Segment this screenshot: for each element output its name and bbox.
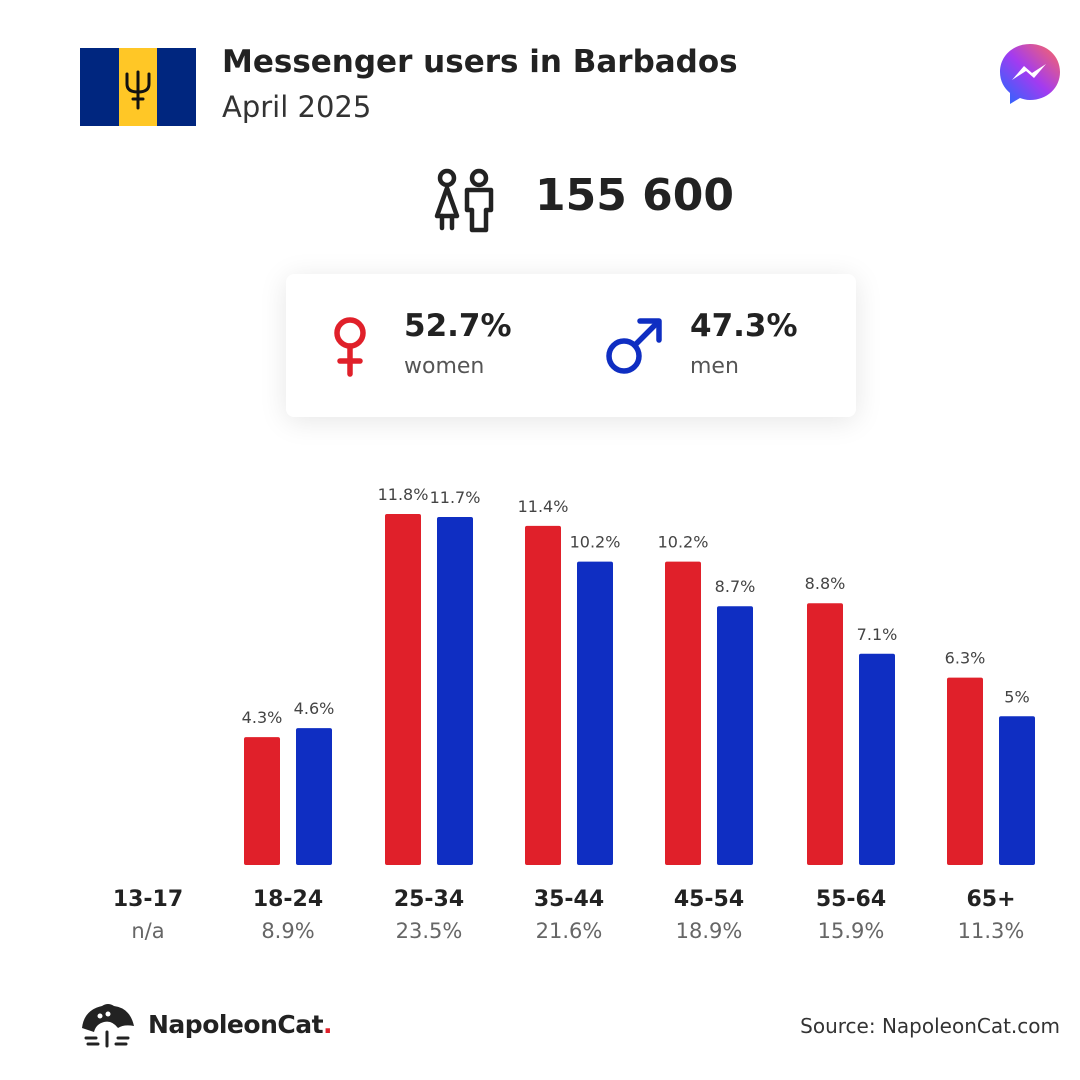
category-label-25-34: 25-34 (394, 887, 464, 912)
bar-women-18-24 (244, 737, 280, 865)
men-label: men (690, 354, 739, 379)
bar-women-65+ (947, 677, 983, 865)
bar-women-25-34 (385, 514, 421, 865)
category-total-45-54: 18.9% (676, 919, 743, 943)
category-total-13-17: n/a (131, 919, 164, 943)
bar-women-55-64 (807, 603, 843, 865)
page-title: Messenger users in Barbados (222, 44, 738, 80)
bar-women-35-44 (525, 525, 561, 865)
men-percent: 47.3% (690, 308, 798, 344)
data-label-men-65+: 5% (1004, 687, 1029, 706)
bar-men-65+ (999, 716, 1035, 865)
female-symbol-icon (334, 317, 366, 377)
category-label-45-54: 45-54 (674, 887, 744, 912)
data-label-men-35-44: 10.2% (570, 533, 621, 552)
bar-men-45-54 (717, 606, 753, 865)
source-text: Source: NapoleonCat.com (800, 1014, 1060, 1038)
data-label-women-18-24: 4.3% (242, 708, 283, 727)
age-gender-bar-chart: 13-17 n/a 4.3% 4.6% 18-24 8.9% 11.8% 11.7% 25-34… (113, 485, 1035, 943)
category-label-55-64: 55-64 (816, 887, 886, 912)
data-label-women-55-64: 8.8% (805, 574, 846, 593)
data-label-men-55-64: 7.1% (857, 625, 898, 644)
bar-men-35-44 (577, 561, 613, 865)
category-total-18-24: 8.9% (261, 919, 314, 943)
people-icon (434, 168, 494, 233)
data-label-women-35-44: 11.4% (518, 497, 569, 516)
women-label: women (404, 354, 485, 379)
category-label-35-44: 35-44 (534, 887, 604, 912)
data-label-men-45-54: 8.7% (715, 577, 756, 596)
category-total-35-44: 21.6% (536, 919, 603, 943)
bar-men-55-64 (859, 653, 895, 865)
women-percent: 52.7% (404, 308, 512, 344)
bar-men-18-24 (296, 728, 332, 865)
barbados-flag-icon (80, 48, 196, 126)
page-subtitle: April 2025 (222, 90, 372, 124)
data-label-men-25-34: 11.7% (430, 488, 481, 507)
data-label-women-45-54: 10.2% (658, 533, 709, 552)
brand-name: NapoleonCat. (148, 1010, 333, 1039)
category-total-65+: 11.3% (958, 919, 1025, 943)
category-label-18-24: 18-24 (253, 887, 323, 912)
bar-women-45-54 (665, 561, 701, 865)
data-label-women-25-34: 11.8% (378, 485, 429, 504)
male-symbol-icon (606, 318, 662, 374)
category-label-13-17: 13-17 (113, 887, 183, 912)
category-total-55-64: 15.9% (818, 919, 885, 943)
total-users: 155 600 (535, 170, 735, 221)
category-label-65+: 65+ (966, 887, 1015, 912)
napoleoncat-logo-icon (82, 1004, 134, 1048)
data-label-men-18-24: 4.6% (294, 699, 335, 718)
messenger-logo-icon (1000, 44, 1060, 104)
bar-men-25-34 (437, 516, 473, 865)
data-label-women-65+: 6.3% (945, 649, 986, 668)
gender-card: 52.7% women 47.3% men (286, 274, 856, 417)
category-total-25-34: 23.5% (396, 919, 463, 943)
